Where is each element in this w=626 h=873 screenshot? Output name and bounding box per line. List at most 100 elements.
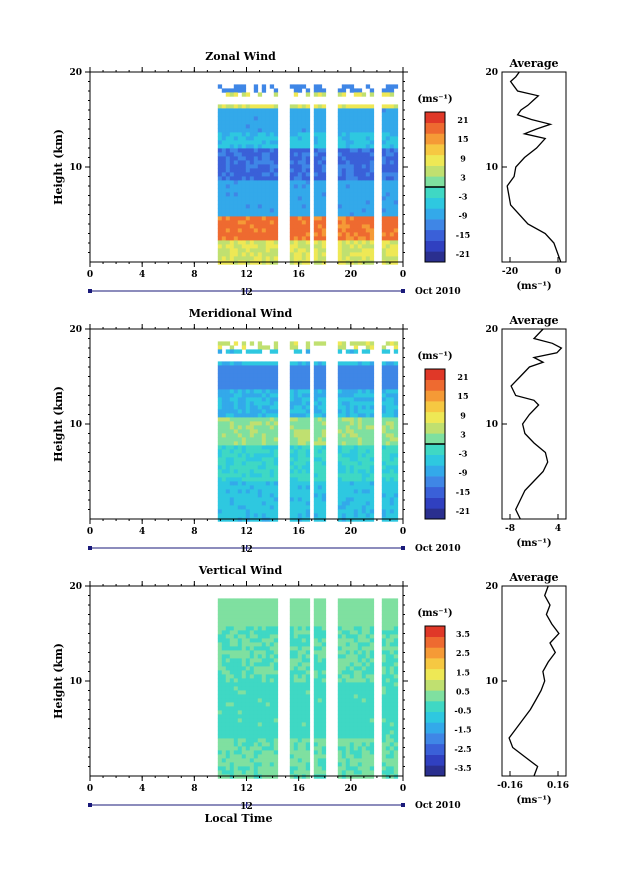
heatmap-cell xyxy=(217,349,223,354)
heatmap-cell xyxy=(273,433,279,438)
heatmap-cell xyxy=(297,626,303,631)
heatmap-cell xyxy=(337,754,343,759)
heatmap-cell xyxy=(357,465,363,470)
heatmap-cell xyxy=(353,750,359,755)
heatmap-cell xyxy=(265,369,271,374)
heatmap-cell xyxy=(381,517,387,522)
heatmap-cell xyxy=(337,750,343,755)
heatmap-cell xyxy=(389,188,395,193)
heatmap-cell xyxy=(313,658,319,663)
heatmap-cell xyxy=(229,373,235,378)
heatmap-cell xyxy=(357,437,363,442)
heatmap-cell xyxy=(221,694,227,699)
heatmap-cell xyxy=(229,449,235,454)
heatmap-cell xyxy=(301,734,307,739)
heatmap-cell xyxy=(337,92,343,97)
heatmap-cell xyxy=(345,188,351,193)
heatmap-cell xyxy=(381,702,387,707)
heatmap-cell xyxy=(305,513,311,518)
heatmap-cell xyxy=(305,224,311,229)
heatmap-cell xyxy=(357,642,363,647)
heatmap-cell xyxy=(321,88,327,93)
heatmap-cell xyxy=(349,646,355,651)
heatmap-cell xyxy=(229,381,235,386)
heatmap-cell xyxy=(257,634,263,639)
heatmap-cell xyxy=(357,140,363,145)
heatmap-cell xyxy=(245,602,251,607)
heatmap-cell xyxy=(261,473,267,478)
heatmap-cell xyxy=(389,445,395,450)
heatmap-cell xyxy=(349,256,355,261)
heatmap-cell xyxy=(293,485,299,490)
heatmap-cell xyxy=(381,377,387,382)
heatmap-cell xyxy=(393,188,399,193)
heatmap-cell xyxy=(317,678,323,683)
heatmap-cell xyxy=(301,726,307,731)
heatmap-cell xyxy=(225,405,231,410)
heatmap-cell xyxy=(293,240,299,245)
heatmap-cell xyxy=(365,730,371,735)
heatmap-cell xyxy=(217,413,223,418)
heatmap-cell xyxy=(297,493,303,498)
heatmap-cell xyxy=(353,618,359,623)
heatmap-cell xyxy=(369,140,375,145)
heatmap-cell xyxy=(229,698,235,703)
heatmap-cell xyxy=(221,646,227,651)
colorbar-segment xyxy=(425,197,445,209)
heatmap-cell xyxy=(249,762,255,767)
heatmap-cell xyxy=(257,465,263,470)
heatmap-cell xyxy=(357,670,363,675)
heatmap-cell xyxy=(249,240,255,245)
heatmap-cell xyxy=(273,441,279,446)
heatmap-cell xyxy=(337,722,343,727)
heatmap-cell xyxy=(361,120,367,125)
heatmap-cell xyxy=(361,441,367,446)
heatmap-cell xyxy=(353,88,359,93)
heatmap-cell xyxy=(233,662,239,667)
heatmap-cell xyxy=(221,774,227,779)
heatmap-cell xyxy=(317,140,323,145)
heatmap-cell xyxy=(269,654,275,659)
heatmap-cell xyxy=(393,204,399,209)
heatmap-cell xyxy=(225,204,231,209)
heatmap-cell xyxy=(257,220,263,225)
heatmap-cell xyxy=(225,200,231,205)
heatmap-cell xyxy=(217,156,223,161)
heatmap-cell xyxy=(341,762,347,767)
heatmap-cell xyxy=(345,750,351,755)
heatmap-cell xyxy=(269,718,275,723)
heatmap-cell xyxy=(225,381,231,386)
heatmap-cell xyxy=(381,160,387,165)
heatmap-cell xyxy=(217,437,223,442)
heatmap-cell xyxy=(385,706,391,711)
heatmap-cell xyxy=(217,148,223,153)
heatmap-cell xyxy=(249,626,255,631)
heatmap-cell xyxy=(253,120,259,125)
heatmap-cell xyxy=(269,381,275,386)
heatmap-cell xyxy=(249,738,255,743)
heatmap-cell xyxy=(217,702,223,707)
heatmap-cell xyxy=(265,493,271,498)
heatmap-cell xyxy=(225,626,231,631)
heatmap-cell xyxy=(389,156,395,161)
heatmap-cell xyxy=(245,698,251,703)
heatmap-cell xyxy=(241,108,247,113)
heatmap-cell xyxy=(349,449,355,454)
heatmap-cell xyxy=(229,236,235,241)
heatmap-cell xyxy=(389,626,395,631)
heatmap-cell xyxy=(217,485,223,490)
heatmap-cell xyxy=(385,393,391,398)
heatmap-cell xyxy=(369,493,375,498)
heatmap-cell xyxy=(389,493,395,498)
heatmap-cell xyxy=(233,678,239,683)
heatmap-cell xyxy=(225,244,231,249)
heatmap-cell xyxy=(393,220,399,225)
heatmap-cell xyxy=(229,497,235,502)
heatmap-cell xyxy=(393,116,399,121)
heatmap-cell xyxy=(361,180,367,185)
heatmap-cell xyxy=(217,501,223,506)
heatmap-cell xyxy=(369,453,375,458)
heatmap-cell xyxy=(273,766,279,771)
heatmap-cell xyxy=(321,216,327,221)
heatmap-cell xyxy=(345,172,351,177)
